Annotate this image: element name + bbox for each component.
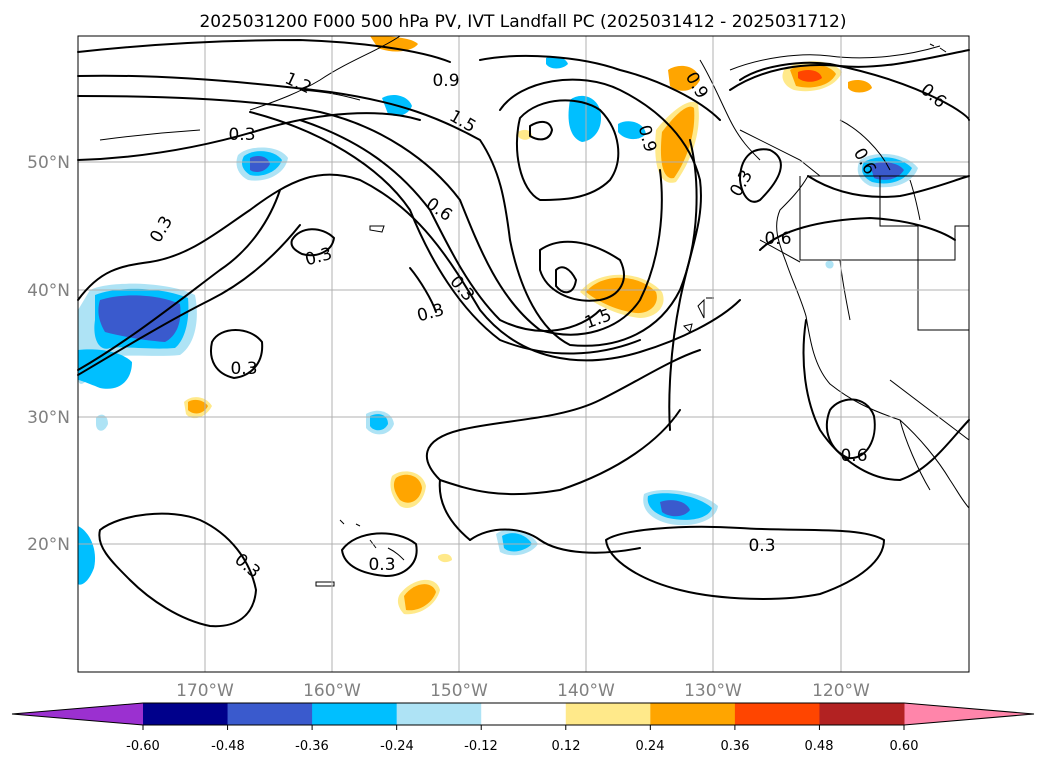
colorbar-cell <box>481 703 567 725</box>
colorbar-tick-label: 0.60 <box>890 739 919 754</box>
colorbar-tick-label: 0.24 <box>636 739 665 754</box>
contour-label: 0.3 <box>230 359 257 379</box>
lon-label: 150°W <box>430 681 488 701</box>
colorbar-cell <box>734 703 820 725</box>
lon-label: 130°W <box>684 681 742 701</box>
colorbar-cell <box>396 703 482 725</box>
lat-label: 40°N <box>27 281 70 301</box>
lat-label: 30°N <box>27 408 70 428</box>
colorbar-ticks: -0.60 -0.48 -0.36 -0.24 -0.12 0.12 0.24 … <box>126 725 918 754</box>
colorbar-cell <box>227 703 313 725</box>
colorbar-cells <box>143 703 905 725</box>
colorbar-cell <box>650 703 736 725</box>
negative-anomaly-region <box>78 56 918 585</box>
contour-label: 0.9 <box>432 71 459 91</box>
pv-contours <box>77 39 970 628</box>
colorbar-tick-label: 0.36 <box>721 739 750 754</box>
colorbar-tick-label: -0.12 <box>464 739 498 754</box>
contour-label: 0.3 <box>368 555 395 575</box>
colorbar-cell <box>143 703 229 725</box>
colorbar-tick-label: -0.48 <box>211 739 245 754</box>
lat-label: 20°N <box>27 535 70 555</box>
lon-label: 140°W <box>557 681 615 701</box>
colorbar-tick-label: 0.48 <box>805 739 834 754</box>
colorbar-tick-label: -0.60 <box>126 739 160 754</box>
colorbar-cell <box>819 703 905 725</box>
lon-label: 160°W <box>303 681 361 701</box>
map-panel: 1.2 0.9 1.5 0.3 0.3 0.6 0.3 0.3 0.3 0.3 … <box>77 35 970 673</box>
map-title: 2025031200 F000 500 hPa PV, IVT Landfall… <box>199 12 846 32</box>
lon-label: 120°W <box>812 681 870 701</box>
colorbar-extend-min <box>12 703 143 725</box>
lon-label: 170°W <box>176 681 234 701</box>
colorbar: -0.60 -0.48 -0.36 -0.24 -0.12 0.12 0.24 … <box>11 702 1035 754</box>
contour-label: 0.6 <box>764 229 791 249</box>
colorbar-tick-label: -0.24 <box>380 739 414 754</box>
contour-label: 0.3 <box>748 536 775 556</box>
graticule <box>78 36 969 672</box>
latitude-labels: 50°N 40°N 30°N 20°N <box>27 153 70 555</box>
colorbar-cell <box>312 703 398 725</box>
contour-label: 0.6 <box>840 446 867 466</box>
colorbar-tick-label: 0.12 <box>552 739 581 754</box>
colorbar-tick-label: -0.36 <box>295 739 329 754</box>
longitude-labels: 170°W 160°W 150°W 140°W 130°W 120°W <box>176 681 870 701</box>
colorbar-cell <box>565 703 651 725</box>
contour-label: 0.3 <box>228 125 255 145</box>
lat-label: 50°N <box>27 153 70 173</box>
colorbar-extend-max <box>904 703 1034 725</box>
